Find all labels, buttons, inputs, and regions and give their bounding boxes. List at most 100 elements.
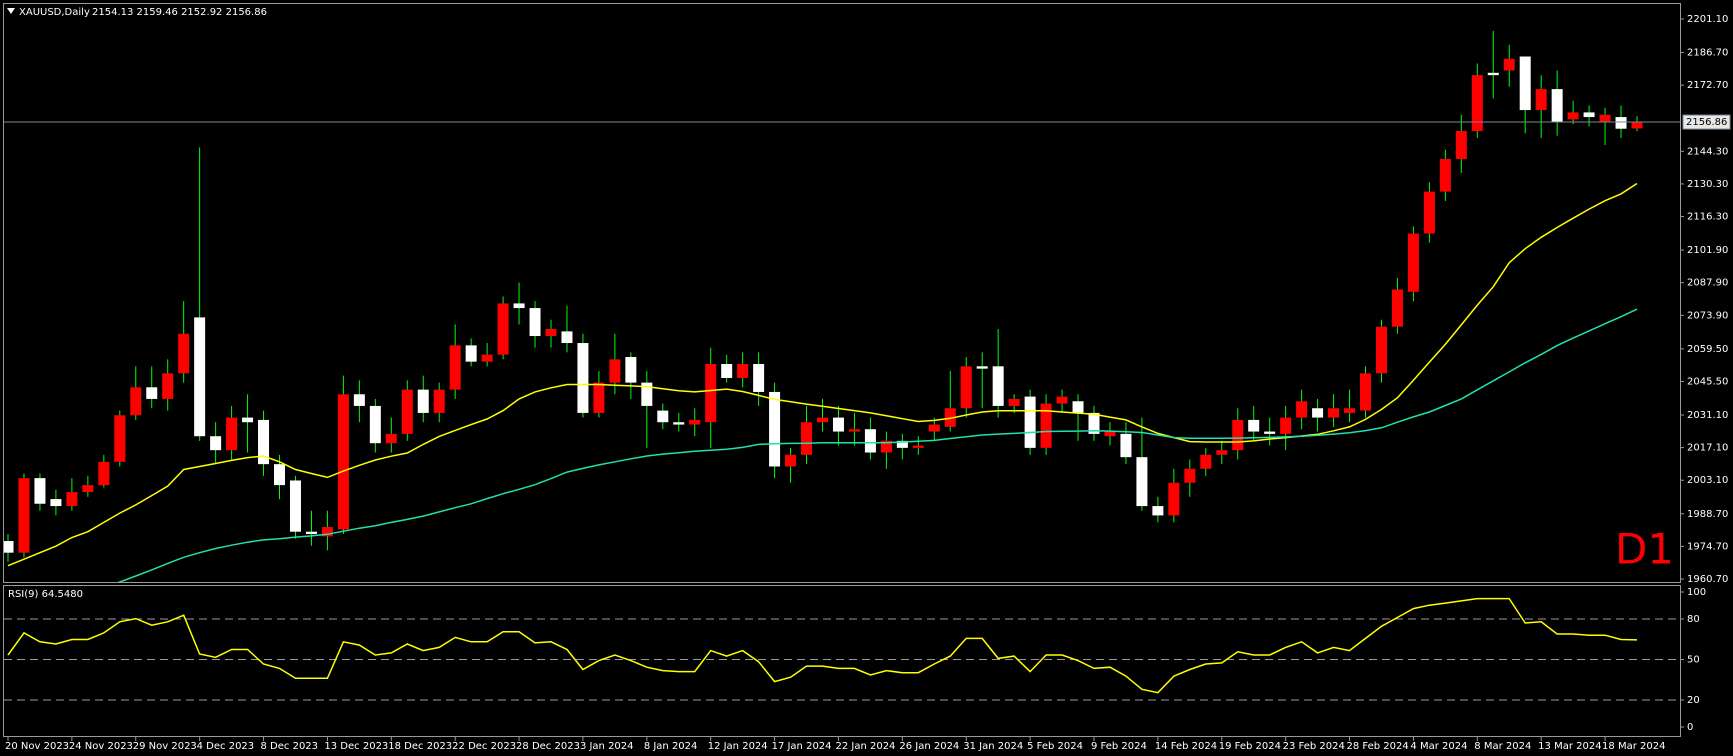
candle-body — [1439, 159, 1451, 192]
symbol-title: XAUUSD,Daily — [19, 7, 90, 18]
candle-body — [242, 417, 254, 423]
x-tick-label: 17 Jan 2024 — [772, 741, 832, 752]
candle-body — [1232, 419, 1244, 451]
candle-body — [769, 391, 781, 467]
candle-body — [1120, 433, 1132, 458]
candle-body — [305, 531, 317, 535]
candle-body — [1615, 117, 1627, 129]
y-tick-label: 2186.70 — [1687, 48, 1728, 59]
x-tick-label: 5 Feb 2024 — [1027, 741, 1083, 752]
candle-body — [625, 357, 637, 383]
candle-body — [1344, 408, 1356, 413]
y-tick-label: 2059.50 — [1687, 344, 1728, 355]
timeframe-label: D1 — [1615, 525, 1674, 574]
candle-body — [976, 366, 988, 369]
x-tick-label: 18 Mar 2024 — [1602, 741, 1665, 752]
candle-body — [1024, 396, 1036, 448]
candle-body — [1471, 75, 1483, 132]
x-tick-label: 8 Mar 2024 — [1474, 741, 1531, 752]
candle-body — [1360, 373, 1371, 411]
x-tick-label: 4 Mar 2024 — [1410, 741, 1467, 752]
candle-body — [912, 445, 924, 448]
y-tick-label: 1960.70 — [1687, 574, 1728, 585]
candle-body — [801, 422, 813, 455]
candle-body — [785, 454, 797, 467]
candle-body — [417, 389, 429, 413]
candle-body — [513, 303, 525, 309]
candle-body — [1296, 401, 1308, 418]
x-tick-label: 28 Feb 2024 — [1347, 741, 1409, 752]
candle-body — [34, 478, 46, 504]
candle-body — [832, 417, 844, 432]
y-tick-label: 2144.30 — [1687, 146, 1728, 157]
x-tick-label: 19 Feb 2024 — [1219, 741, 1281, 752]
candle-body — [992, 366, 1004, 406]
candle-body — [1248, 419, 1260, 432]
candle-body — [960, 366, 972, 409]
candle-body — [162, 373, 174, 399]
x-tick-label: 9 Feb 2024 — [1091, 741, 1147, 752]
y-tick-label: 0 — [1687, 722, 1693, 733]
candle-body — [1184, 468, 1196, 483]
main-panel — [3, 3, 1681, 583]
candle-body — [1423, 191, 1435, 234]
x-tick-label: 4 Dec 2023 — [197, 741, 255, 752]
candle-body — [817, 417, 828, 423]
candle-body — [657, 410, 669, 423]
candle-body — [1519, 56, 1531, 111]
rsi-line — [7, 597, 1638, 694]
x-tick-label: 24 Nov 2023 — [69, 741, 133, 752]
collapse-icon[interactable] — [7, 8, 15, 14]
candle-body — [258, 419, 270, 465]
rsi-panel — [3, 585, 1681, 737]
candle-body — [481, 354, 493, 362]
candle-body — [337, 394, 349, 530]
candle-body — [721, 363, 733, 378]
y-tick-label: 1974.70 — [1687, 541, 1728, 552]
y-tick-label: 2045.50 — [1687, 376, 1728, 387]
candle-body — [130, 387, 142, 416]
candle-body — [1104, 431, 1116, 437]
candle-body — [18, 478, 30, 553]
x-tick-label: 28 Dec 2023 — [516, 741, 580, 752]
x-tick-label: 22 Jan 2024 — [835, 741, 895, 752]
candle-body — [1631, 122, 1643, 129]
x-tick-label: 23 Feb 2024 — [1283, 741, 1345, 752]
candle-body — [1503, 58, 1515, 71]
candle-body — [98, 461, 110, 486]
candle-body — [1040, 403, 1052, 448]
x-tick-label: 20 Nov 2023 — [5, 741, 69, 752]
candle-body — [82, 485, 94, 493]
candle-body — [609, 359, 621, 383]
x-tick-label: 8 Jan 2024 — [644, 741, 698, 752]
candle-body — [289, 480, 301, 532]
candle-body — [1535, 89, 1547, 111]
candle-body — [401, 389, 413, 434]
candle-body — [896, 440, 908, 448]
candle-body — [114, 415, 126, 462]
y-tick-label: 2003.10 — [1687, 475, 1728, 486]
rsi-title: RSI(9) 64.5480 — [8, 589, 83, 600]
candle-body — [1599, 114, 1611, 122]
candle-body — [1008, 398, 1020, 406]
y-tick-label: 2017.10 — [1687, 443, 1728, 454]
candle-body — [753, 363, 765, 392]
candle-body — [178, 333, 190, 374]
candle-body — [641, 382, 653, 406]
x-tick-label: 3 Jan 2024 — [580, 741, 634, 752]
candle-body — [561, 331, 573, 344]
moving-average — [117, 308, 1638, 582]
y-tick-label: 2031.10 — [1687, 410, 1728, 421]
candle-body — [848, 429, 860, 432]
x-tick-label: 18 Dec 2023 — [388, 741, 452, 752]
y-tick-label: 2172.70 — [1687, 80, 1728, 91]
candle-body — [1375, 326, 1387, 374]
candle-body — [880, 440, 892, 453]
candle-body — [689, 419, 701, 425]
rsi-plot — [4, 597, 1680, 701]
x-tick-label: 26 Jan 2024 — [899, 741, 959, 752]
y-tick-label: 20 — [1687, 695, 1700, 706]
x-tick-label: 29 Nov 2023 — [133, 741, 197, 752]
candle-body — [194, 317, 206, 437]
current-price-box — [1682, 114, 1731, 130]
